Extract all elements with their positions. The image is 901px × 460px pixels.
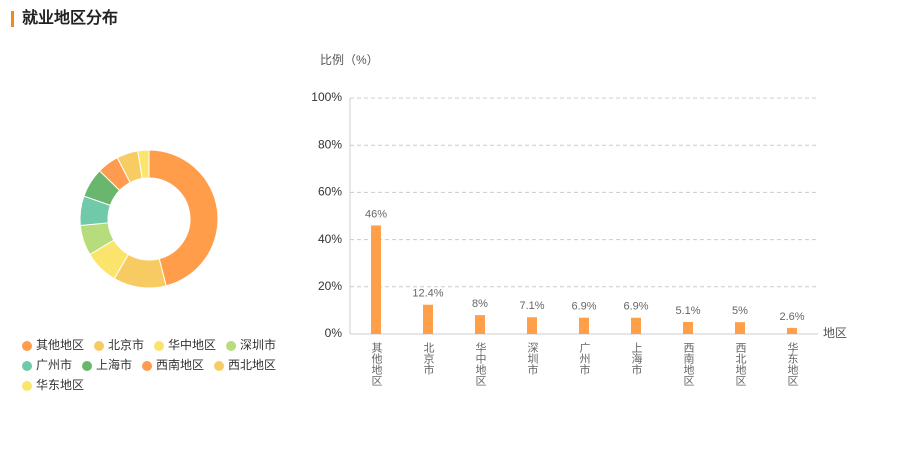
x-tick-label: 西北地区 (734, 342, 747, 386)
title-accent (11, 11, 14, 27)
bar (423, 304, 433, 334)
x-tick-label: 广州市 (578, 342, 591, 376)
legend-swatch (154, 341, 165, 351)
x-tick-label: 华中地区 (474, 341, 487, 386)
x-axis-label: 地区 (823, 326, 847, 340)
legend-label: 广州市 (36, 357, 72, 372)
bar (371, 225, 381, 334)
legend-swatch (94, 341, 105, 351)
legend-label: 北京市 (108, 337, 144, 352)
donut-slice (137, 149, 150, 180)
value-label: 6.9% (571, 301, 596, 313)
y-tick-label: 40% (318, 232, 342, 246)
y-tick-label: 0% (325, 326, 343, 340)
value-label: 8% (472, 298, 488, 310)
bar (735, 322, 745, 334)
page-title: 就业地区分布 (22, 8, 118, 27)
legend-swatch (22, 341, 32, 351)
value-label: 7.1% (519, 300, 544, 312)
x-tick-label: 华东地区 (786, 341, 799, 386)
legend-label: 华东地区 (36, 378, 84, 392)
y-tick-label: 100% (311, 90, 342, 104)
bar (475, 315, 485, 334)
legend-label: 西南地区 (156, 357, 204, 372)
x-tick-label: 西南地区 (682, 342, 695, 386)
legend-label: 西北地区 (228, 358, 276, 372)
legend-label: 华中地区 (168, 337, 216, 352)
legend-label: 深圳市 (240, 337, 276, 352)
legend-swatch (214, 361, 225, 371)
x-tick-label: 北京市 (422, 342, 435, 376)
value-label: 2.6% (779, 311, 804, 323)
legend-swatch (22, 381, 32, 391)
bar (579, 317, 589, 334)
value-label: 46% (365, 208, 387, 220)
x-tick-label: 上海市 (630, 342, 643, 376)
value-label: 6.9% (623, 301, 648, 313)
x-tick-label: 其他地区 (370, 342, 383, 386)
donut-slice (148, 149, 219, 287)
y-axis-label: 比例（%） (320, 53, 379, 67)
bar (527, 317, 537, 334)
bar (683, 321, 693, 334)
legend-label: 上海市 (96, 357, 132, 372)
value-label: 12.4% (412, 288, 443, 300)
value-label: 5.1% (675, 305, 700, 317)
legend-swatch (226, 341, 237, 351)
bar (787, 327, 797, 334)
bar (631, 317, 641, 334)
value-label: 5% (732, 305, 748, 317)
legend-swatch (22, 361, 32, 371)
y-tick-label: 60% (318, 185, 342, 199)
legend-swatch (142, 361, 153, 371)
x-tick-label: 深圳市 (526, 342, 539, 376)
y-tick-label: 80% (318, 137, 342, 151)
legend-swatch (82, 361, 93, 371)
legend-label: 其他地区 (36, 338, 84, 352)
y-tick-label: 20% (318, 279, 342, 293)
